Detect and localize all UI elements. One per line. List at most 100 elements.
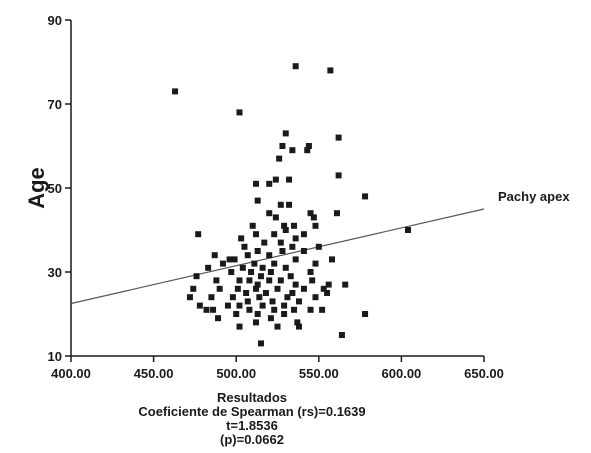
- data-point: [239, 264, 246, 271]
- data-point: [226, 256, 233, 263]
- y-tick-label: 70: [48, 97, 62, 112]
- data-point: [266, 277, 273, 284]
- data-point: [342, 281, 349, 288]
- data-point: [253, 319, 260, 326]
- data-point: [186, 294, 193, 301]
- data-point: [291, 222, 298, 229]
- data-point: [307, 306, 314, 313]
- data-point: [282, 227, 289, 233]
- x-tick-label: 450.00: [134, 366, 174, 381]
- data-point: [324, 290, 331, 296]
- data-point: [335, 172, 342, 179]
- data-point: [325, 281, 332, 288]
- data-point: [272, 176, 279, 183]
- data-point: [281, 311, 288, 317]
- data-point: [333, 210, 340, 217]
- x-tick-label: 500.00: [216, 366, 256, 381]
- data-point: [254, 311, 261, 317]
- data-point: [315, 243, 322, 250]
- data-point: [243, 290, 250, 296]
- data-point: [276, 155, 283, 162]
- data-point: [231, 256, 238, 263]
- data-point: [236, 109, 243, 116]
- data-point: [335, 134, 342, 141]
- data-point: [203, 306, 210, 313]
- data-point: [246, 306, 253, 313]
- data-point: [300, 248, 307, 254]
- data-point: [305, 143, 312, 149]
- data-point: [307, 210, 314, 217]
- data-point: [256, 294, 263, 301]
- data-point: [266, 180, 273, 187]
- data-point: [244, 252, 251, 259]
- data-point: [253, 285, 260, 292]
- x-tick-label: 600.00: [382, 366, 422, 381]
- y-tick-label: 90: [48, 13, 62, 28]
- data-point: [236, 277, 243, 284]
- data-point: [277, 277, 284, 284]
- data-point: [277, 201, 284, 208]
- data-point: [292, 235, 299, 242]
- data-point: [289, 290, 296, 296]
- data-point: [329, 256, 336, 263]
- data-point: [248, 269, 255, 275]
- data-point: [244, 298, 251, 305]
- data-point: [277, 239, 284, 246]
- data-point: [312, 222, 319, 229]
- data-point: [229, 294, 236, 301]
- data-point: [190, 285, 197, 292]
- stat-spearman: Coeficiente de Spearman (rs)=0.1639: [138, 404, 365, 419]
- x-axis-title: Resultados: [217, 390, 287, 405]
- data-point: [246, 277, 253, 284]
- data-point: [234, 285, 241, 292]
- data-point: [300, 285, 307, 292]
- data-point: [292, 63, 299, 70]
- data-point: [295, 298, 302, 305]
- data-point: [233, 311, 240, 317]
- data-point: [236, 302, 243, 309]
- data-points: [172, 63, 412, 347]
- data-point: [338, 332, 345, 338]
- data-point: [253, 180, 260, 187]
- data-point: [312, 260, 319, 267]
- data-point: [281, 302, 288, 309]
- data-point: [289, 243, 296, 250]
- data-point: [292, 256, 299, 263]
- data-point: [271, 231, 278, 238]
- data-point: [286, 176, 293, 183]
- data-point: [228, 269, 235, 275]
- stat-t: t=1.8536: [226, 418, 278, 433]
- y-tick-group: 10 30 50 70 90: [48, 13, 71, 364]
- data-point: [405, 227, 412, 233]
- data-point: [304, 147, 311, 154]
- y-tick-label: 10: [48, 349, 62, 364]
- data-point: [282, 264, 289, 271]
- data-point: [274, 323, 281, 330]
- data-point: [251, 260, 258, 267]
- data-point: [362, 193, 369, 200]
- data-point: [327, 67, 334, 74]
- data-point: [257, 273, 264, 280]
- data-point: [262, 290, 269, 296]
- data-point: [254, 281, 261, 288]
- data-point: [272, 214, 279, 221]
- data-point: [267, 269, 274, 275]
- data-point: [224, 302, 231, 309]
- y-tick-label: 50: [48, 181, 62, 196]
- data-point: [215, 315, 222, 322]
- data-point: [319, 306, 326, 313]
- data-point: [269, 298, 276, 305]
- y-axis-title: Age: [24, 167, 49, 209]
- data-point: [307, 269, 314, 275]
- data-point: [267, 315, 274, 322]
- data-point: [271, 260, 278, 267]
- data-point: [253, 231, 260, 238]
- data-point: [320, 285, 327, 292]
- data-point: [205, 264, 212, 271]
- data-point: [193, 273, 200, 280]
- data-point: [254, 248, 261, 254]
- y-tick-label: 30: [48, 265, 62, 280]
- data-point: [249, 222, 256, 229]
- data-point: [282, 130, 289, 137]
